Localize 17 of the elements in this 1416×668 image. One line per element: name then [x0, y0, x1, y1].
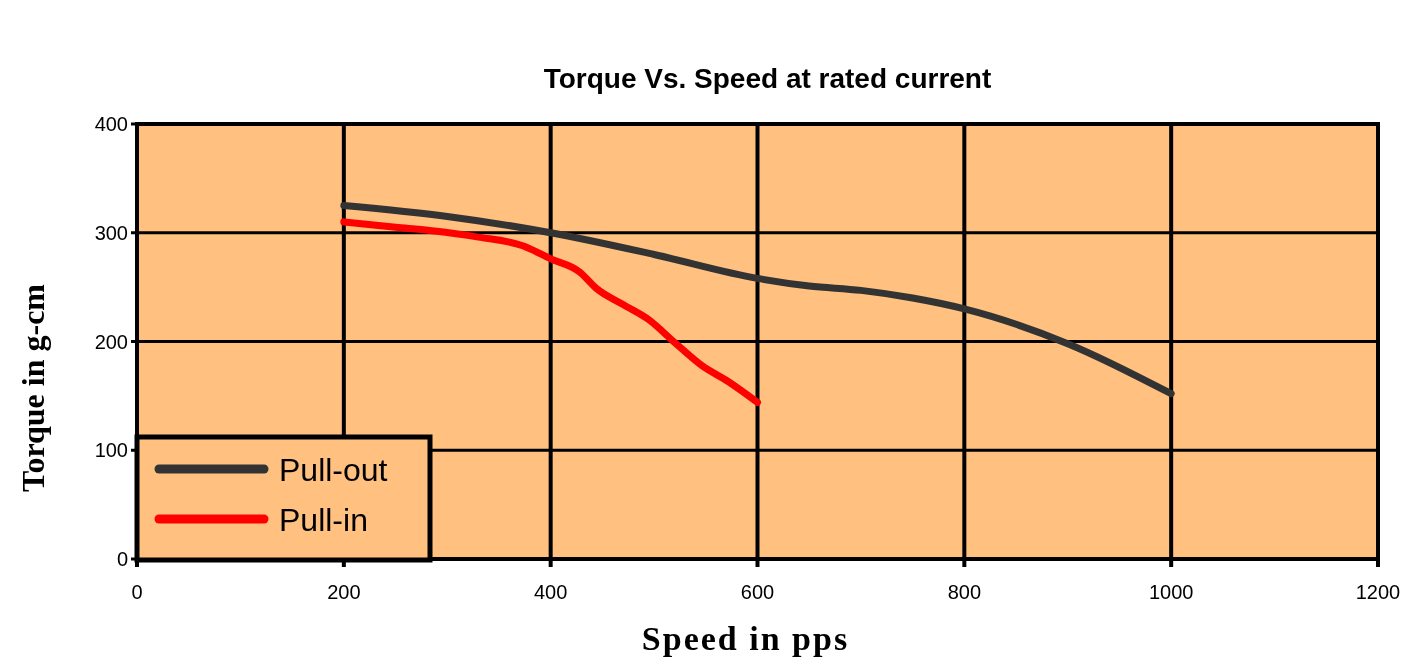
x-tick-label: 200	[327, 581, 361, 603]
x-tick-label: 1000	[1148, 581, 1194, 603]
y-tick-label: 200	[94, 330, 128, 353]
y-tick-label: 400	[94, 113, 128, 135]
x-tick-label: 600	[740, 581, 775, 603]
x-tick-label: 0	[131, 581, 143, 603]
x-tick-label: 800	[947, 581, 982, 603]
y-tick-label: 0	[116, 548, 128, 570]
y-axis-title: Torque in g-cm	[15, 283, 51, 493]
chart-title: Torque Vs. Speed at rated current	[543, 62, 992, 94]
x-tick-label: 1200	[1355, 581, 1401, 603]
x-axis-title: Speed in pps	[641, 620, 850, 657]
y-tick-label: 300	[94, 221, 128, 244]
x-tick-label: 400	[533, 581, 568, 603]
legend-label: Pull-out	[279, 451, 388, 488]
legend-label: Pull-in	[279, 501, 368, 538]
y-tick-label: 100	[94, 439, 128, 462]
